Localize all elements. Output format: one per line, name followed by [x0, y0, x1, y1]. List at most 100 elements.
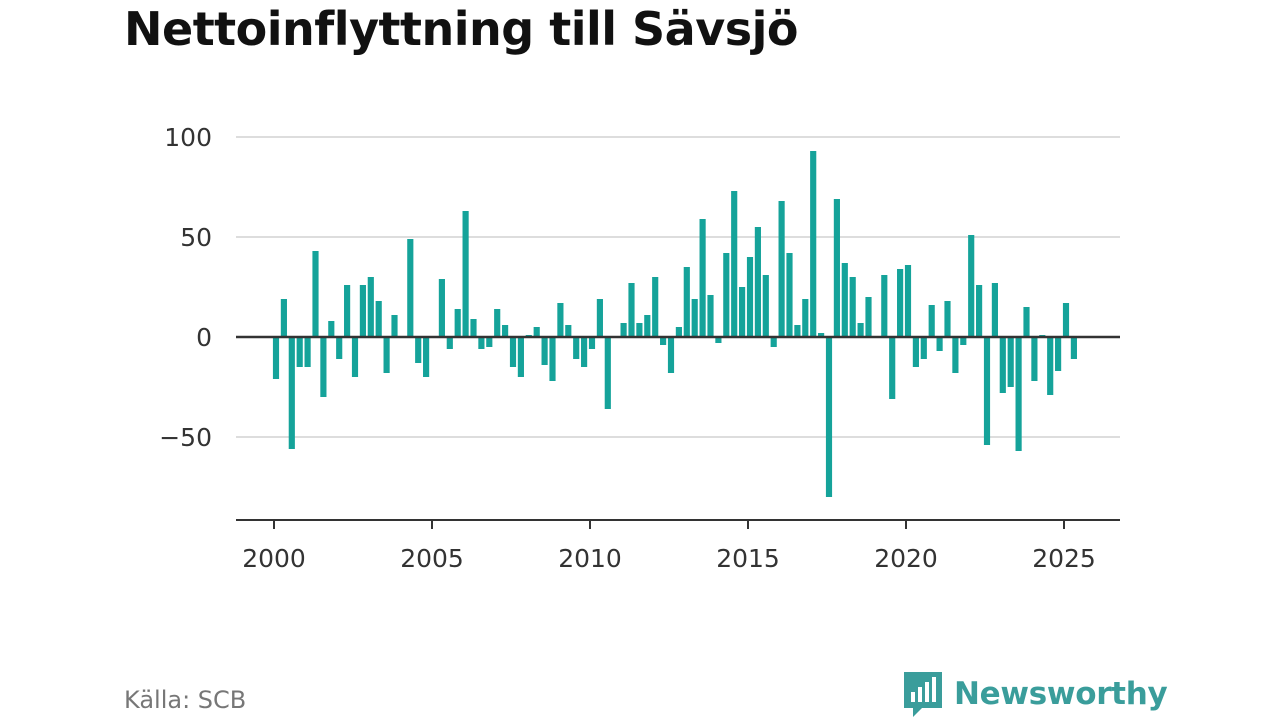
bar: [1007, 337, 1014, 387]
bar: [904, 265, 912, 337]
bar: [699, 219, 706, 337]
bar: [494, 309, 501, 337]
bar: [588, 337, 596, 349]
bar: [596, 299, 603, 337]
bar: [960, 337, 967, 345]
bar: [280, 299, 287, 337]
bar: [462, 211, 469, 337]
newsworthy-logo-icon: [904, 672, 942, 717]
brand-name: Newsworthy: [954, 676, 1168, 712]
bar: [889, 337, 896, 399]
x-tick-label: 2015: [716, 544, 780, 573]
bar: [1070, 337, 1077, 359]
bar-series: [272, 151, 1077, 497]
bar: [667, 337, 675, 373]
bar: [707, 295, 714, 337]
bar: [604, 337, 611, 409]
bar: [1015, 337, 1022, 451]
bar: [541, 337, 548, 365]
bar: [857, 323, 864, 337]
bar: [312, 251, 319, 337]
bar: [968, 235, 975, 337]
bar: [509, 337, 517, 367]
bar: [849, 277, 856, 337]
bar: [794, 325, 801, 337]
bar: [336, 337, 343, 359]
bar: [652, 277, 659, 337]
tick-labels: 2000 2005 2010 2015 2020 2025 −50 0 50 100: [159, 123, 1096, 573]
bar: [644, 315, 651, 337]
bar: [581, 337, 588, 367]
bar: [999, 337, 1006, 393]
axes: [236, 335, 1120, 529]
bar: [375, 301, 382, 337]
bar: [446, 337, 453, 349]
y-tick-label: 50: [180, 223, 212, 252]
bar: [715, 337, 722, 343]
bar: [731, 191, 738, 337]
bar: [423, 337, 430, 377]
x-tick-label: 2025: [1032, 544, 1096, 573]
bar: [573, 337, 580, 359]
bar: [1055, 337, 1062, 371]
bar: [881, 275, 888, 337]
bar: [470, 319, 477, 337]
bar: [620, 323, 627, 337]
bar: [438, 279, 445, 337]
bar: [533, 327, 540, 337]
bar: [288, 337, 295, 449]
bar: [1023, 307, 1030, 337]
bar: [351, 337, 359, 377]
bar: [920, 337, 927, 359]
bar: [936, 337, 943, 351]
bar: [810, 151, 817, 337]
bar: [833, 199, 840, 337]
bar: [944, 301, 951, 337]
bar: [549, 337, 556, 381]
bar: [391, 315, 398, 337]
bar: [407, 239, 414, 337]
bar: [272, 337, 280, 379]
bar: [976, 285, 983, 337]
x-tick-label: 2020: [874, 544, 938, 573]
y-tick-label: −50: [159, 423, 212, 452]
y-tick-label: 100: [164, 123, 212, 152]
bar: [296, 337, 303, 367]
x-tick-label: 2005: [400, 544, 464, 573]
bar: [383, 337, 390, 373]
x-tick-label: 2000: [242, 544, 306, 573]
bar: [723, 253, 730, 337]
bar: [952, 337, 959, 373]
brand-logo[interactable]: Newsworthy: [902, 670, 1168, 718]
bar: [991, 283, 998, 337]
bar: [770, 337, 777, 347]
bar: [304, 337, 311, 367]
bar: [691, 299, 698, 337]
chart-title: Nettoinflyttning till Sävsjö: [124, 2, 798, 56]
bar: [415, 337, 422, 363]
bar: [478, 337, 485, 349]
bar: [786, 253, 793, 337]
bar: [320, 337, 327, 397]
bar: [502, 325, 509, 337]
bar: [818, 333, 825, 337]
bar: [928, 305, 935, 337]
bar: [841, 263, 848, 337]
bar: [802, 299, 809, 337]
bar: [739, 287, 746, 337]
x-tick-label: 2010: [558, 544, 622, 573]
bar: [754, 227, 761, 337]
bar: [778, 201, 785, 337]
bar: [1031, 337, 1038, 381]
bar: [762, 275, 769, 337]
bar: [636, 323, 643, 337]
bar: [912, 337, 919, 367]
bar: [1062, 303, 1070, 337]
bar: [746, 257, 754, 337]
bar: [897, 269, 904, 337]
source-note: Källa: SCB: [124, 686, 247, 714]
y-tick-label: 0: [196, 323, 212, 352]
bar: [557, 303, 564, 337]
bar: [359, 285, 366, 337]
